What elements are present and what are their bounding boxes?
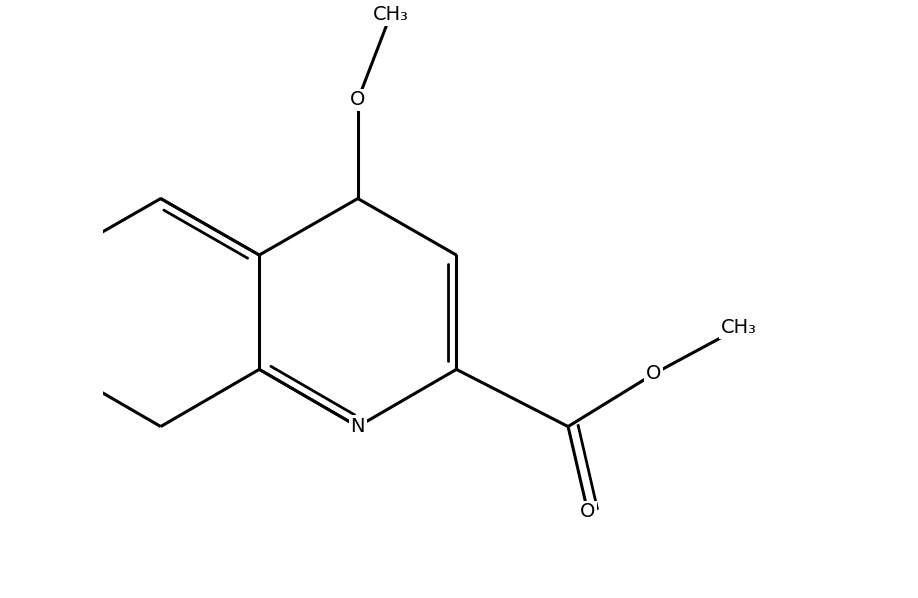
Text: O: O [350, 90, 365, 109]
Text: N: N [351, 417, 365, 436]
Text: CH₃: CH₃ [373, 5, 409, 24]
Text: O: O [580, 502, 596, 521]
Text: CH₃: CH₃ [721, 319, 756, 337]
Text: O: O [646, 365, 661, 383]
